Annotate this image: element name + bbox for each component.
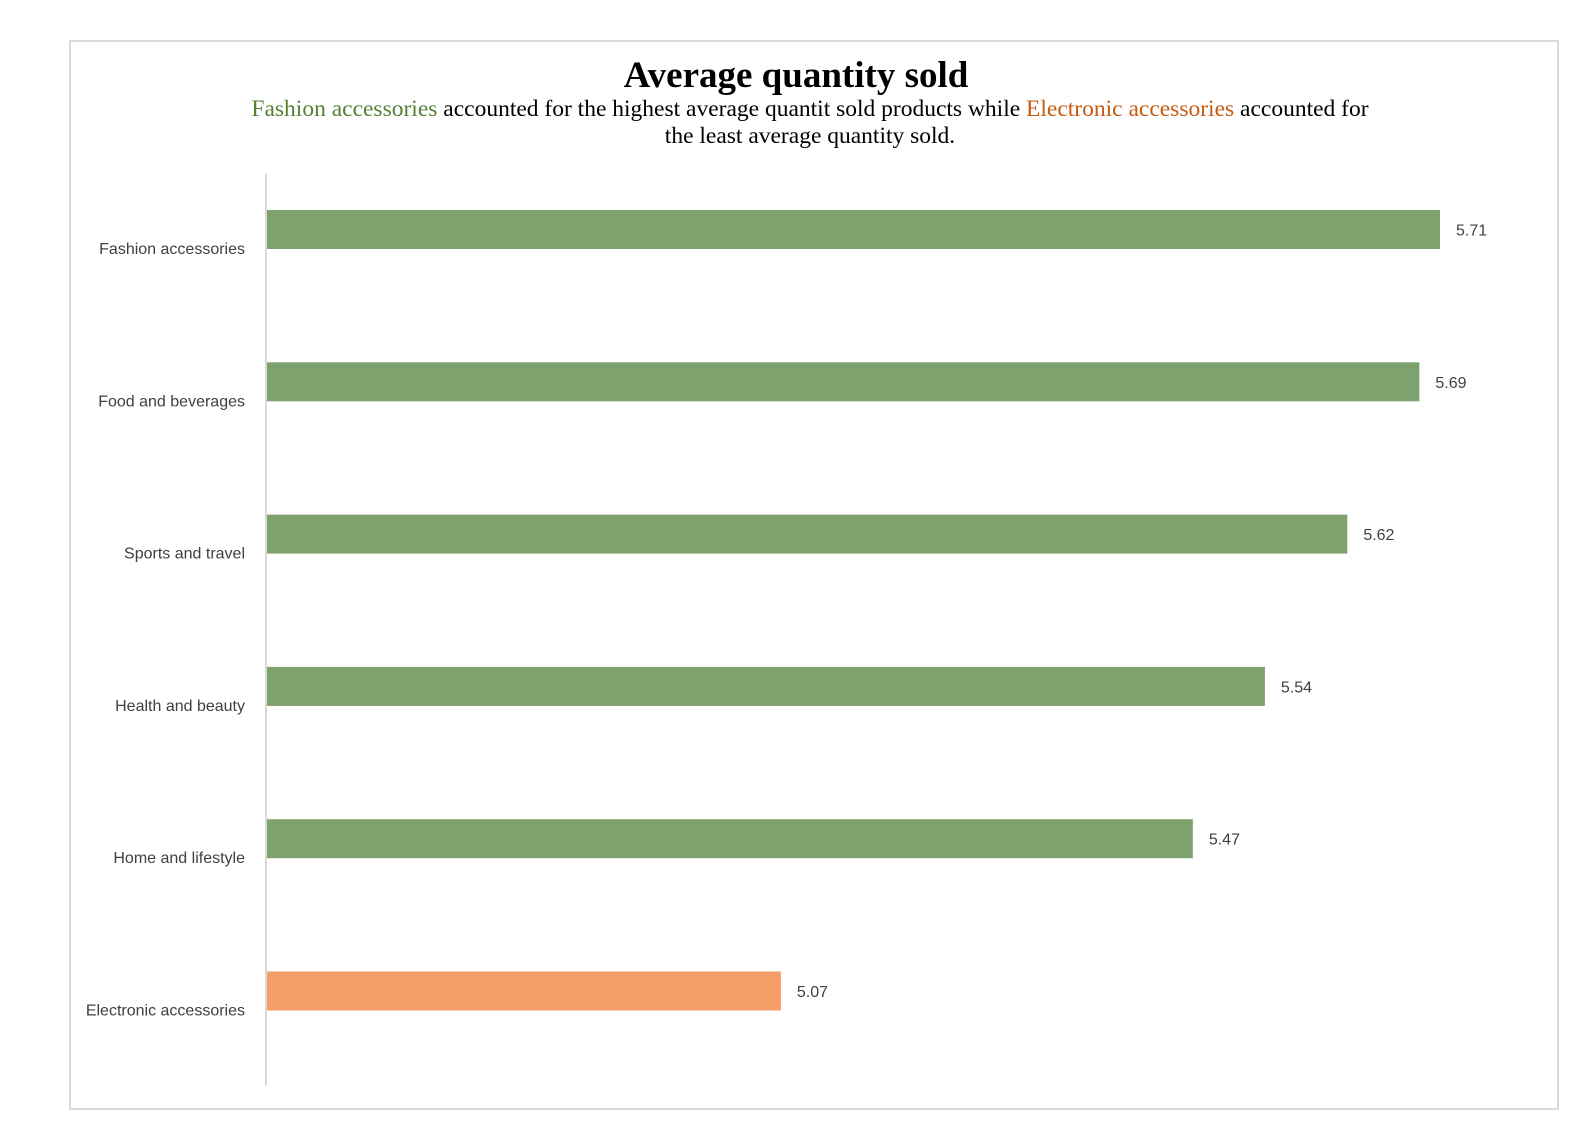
chart-subtitle: Fashion accessories accounted for the hi… bbox=[236, 96, 1384, 150]
bar bbox=[266, 210, 1440, 249]
chart-title: Average quantity sold bbox=[623, 55, 969, 96]
data-label: 5.69 bbox=[1435, 375, 1466, 392]
category-label: Fashion accessories bbox=[99, 241, 245, 258]
bars-layer: 5.71 Fashion accessories 5.69 Food and beve… bbox=[86, 210, 1487, 1020]
data-label: 5.71 bbox=[1456, 223, 1487, 240]
bar bbox=[266, 971, 781, 1011]
bar bbox=[266, 514, 1348, 554]
data-label: 5.54 bbox=[1281, 679, 1312, 696]
subtitle-text-end: accounted for the least average quantity… bbox=[664, 96, 1369, 149]
bar bbox=[266, 819, 1193, 859]
category-label: Home and lifestyle bbox=[113, 850, 245, 867]
subtitle-highlight-low: Electronic accessories bbox=[1026, 96, 1235, 122]
category-label: Health and beauty bbox=[115, 698, 245, 715]
category-label: Electronic accessories bbox=[86, 1003, 245, 1020]
subtitle-highlight-high: Fashion accessories bbox=[251, 96, 438, 122]
subtitle-text-middle: accounted for the highest average quanti… bbox=[437, 96, 1027, 122]
bar bbox=[266, 666, 1265, 706]
bar bbox=[266, 362, 1420, 402]
data-label: 5.07 bbox=[797, 984, 828, 1001]
category-label: Food and beverages bbox=[98, 393, 245, 410]
data-label: 5.62 bbox=[1363, 527, 1394, 544]
category-label: Sports and travel bbox=[124, 546, 245, 563]
data-label: 5.47 bbox=[1209, 832, 1240, 849]
